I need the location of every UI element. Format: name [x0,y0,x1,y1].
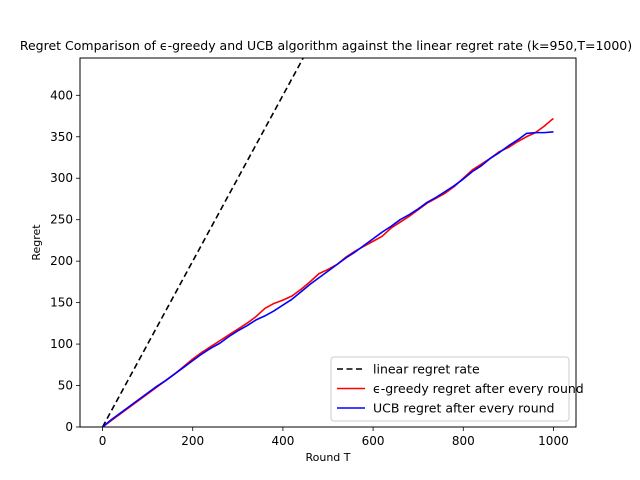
axis-ticks: 0 200 400 600 800 1000 0 50 100 150 200 250 300 350 40… [50,88,569,448]
series-line-0 [101,58,304,427]
legend-label-1: ϵ-greedy regret after every round [373,381,584,396]
chart-title: Regret Comparison of ϵ-greedy and UCB al… [20,38,632,53]
x-tick-label: 400 [271,434,294,448]
y-axis-label: Regret [30,224,43,261]
y-tick-label: 300 [50,171,73,185]
x-tick-label: 800 [452,434,475,448]
x-axis-label: Round T [305,451,350,464]
y-tick-label: 250 [50,213,73,227]
y-tick-label: 350 [50,130,73,144]
y-tick-label: 400 [50,88,73,102]
legend-label-2: UCB regret after every round [373,401,554,416]
x-tick-label: 0 [99,434,107,448]
y-tick-label: 200 [50,254,73,268]
y-tick-label: 100 [50,337,73,351]
plot-area [101,58,554,427]
y-tick-label: 50 [58,379,73,393]
x-tick-label: 1000 [538,434,569,448]
y-tick-label: 150 [50,296,73,310]
series-line-2 [102,131,554,427]
legend-box [330,356,570,422]
plot-frame [79,57,577,428]
legend-label-0: linear regret rate [373,362,480,377]
x-tick-label: 600 [362,434,385,448]
legend: linear regret rate ϵ-greedy regret after … [330,356,584,422]
y-tick-label: 0 [65,420,73,434]
x-tick-label: 200 [181,434,204,448]
